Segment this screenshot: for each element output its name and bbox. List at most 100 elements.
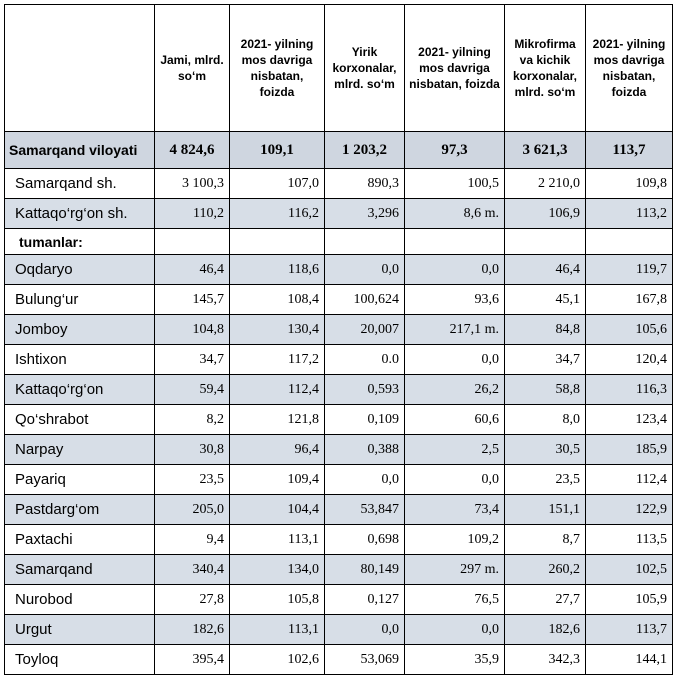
table-cell: 395,4 [154, 644, 230, 675]
row-label: Pastdarg‘om [4, 494, 155, 525]
table-cell: 1 203,2 [324, 131, 405, 169]
table-cell: 118,6 [229, 254, 325, 285]
table-cell: 0,0 [324, 254, 405, 285]
row-label: Jomboy [4, 314, 155, 345]
table-cell: 167,8 [585, 284, 673, 315]
row-label: Ishtixon [4, 344, 155, 375]
header-cell: 2021- yilning mos davriga nisbatan, foiz… [585, 4, 673, 132]
table-cell: 73,4 [404, 494, 505, 525]
table-cell: 0,0 [324, 464, 405, 495]
district-rows: Oqdaryo 46,4 118,6 0,0 0,0 46,4 119,7 Bulung‘ur… [4, 254, 673, 675]
table-row: Qo‘shrabot 8,2 121,8 0,109 60,6 8,0 123,4 [4, 404, 673, 435]
table-row: Bulung‘ur 145,7 108,4 100,624 93,6 45,1 167,8 [4, 284, 673, 315]
row-label: Qo‘shrabot [4, 404, 155, 435]
table-cell: 34,7 [504, 344, 586, 375]
table-cell: 0,0 [404, 254, 505, 285]
table-cell: 0,0 [404, 464, 505, 495]
table-cell: 104,8 [154, 314, 230, 345]
table-cell: 109,8 [585, 168, 673, 199]
table-cell: 97,3 [404, 131, 505, 169]
table-cell: 130,4 [229, 314, 325, 345]
table-cell: 105,6 [585, 314, 673, 345]
table-cell: 297 m. [404, 554, 505, 585]
table-cell: 151,1 [504, 494, 586, 525]
table-cell: 34,7 [154, 344, 230, 375]
table-cell: 60,6 [404, 404, 505, 435]
table-cell: 890,3 [324, 168, 405, 199]
table-cell: 2,5 [404, 434, 505, 465]
table-cell: 100,624 [324, 284, 405, 315]
row-label: Samarqand [4, 554, 155, 585]
table-cell: 113,1 [229, 614, 325, 645]
table-cell: 182,6 [504, 614, 586, 645]
header-cell: 2021- yilning mos davriga nisbatan, foiz… [229, 4, 325, 132]
table-row: Pastdarg‘om 205,0 104,4 53,847 73,4 151,1 122,… [4, 494, 673, 525]
table-cell: 53,069 [324, 644, 405, 675]
table-cell: 8,6 m. [404, 198, 505, 229]
table-cell: 23,5 [154, 464, 230, 495]
table-cell: 109,4 [229, 464, 325, 495]
table-cell: 80,149 [324, 554, 405, 585]
header-cell [4, 4, 155, 132]
header-cell: Yirik korxonalar, mlrd. so‘m [324, 4, 405, 132]
row-label: Urgut [4, 614, 155, 645]
table-row: Kattaqo‘rg‘on sh. 110,2 116,2 3,296 8,6 … [4, 198, 673, 229]
table-cell: 110,2 [154, 198, 230, 229]
table-cell: 0,593 [324, 374, 405, 405]
table-cell: 58,8 [504, 374, 586, 405]
table-cell: 84,8 [504, 314, 586, 345]
table-cell: 122,9 [585, 494, 673, 525]
row-label: Samarqand sh. [4, 168, 155, 199]
table-cell: 76,5 [404, 584, 505, 615]
table-cell: 112,4 [585, 464, 673, 495]
table-cell: 134,0 [229, 554, 325, 585]
table-cell: 113,7 [585, 614, 673, 645]
table-row: Toyloq 395,4 102,6 53,069 35,9 342,3 144,1 [4, 644, 673, 675]
table-row: Paxtachi 9,4 113,1 0,698 109,2 8,7 113,5 [4, 524, 673, 555]
row-label: Oqdaryo [4, 254, 155, 285]
header-cell: Mikrofirma va kichik korxonalar, mlrd. s… [504, 4, 586, 132]
table-cell: 8,7 [504, 524, 586, 555]
table-cell: 30,5 [504, 434, 586, 465]
section-row: tumanlar: [4, 228, 673, 255]
table-cell: 113,7 [585, 131, 673, 169]
row-label: Nurobod [4, 584, 155, 615]
table-cell: 30,8 [154, 434, 230, 465]
row-label: Paxtachi [4, 524, 155, 555]
table-cell: 2 210,0 [504, 168, 586, 199]
table-cell: 102,5 [585, 554, 673, 585]
table-cell: 9,4 [154, 524, 230, 555]
header-cell: 2021- yilning mos davriga nisbatan, foiz… [404, 4, 505, 132]
table-cell: 182,6 [154, 614, 230, 645]
section-label: tumanlar: [4, 228, 155, 255]
table-cell: 23,5 [504, 464, 586, 495]
table-cell: 108,4 [229, 284, 325, 315]
table-cell: 205,0 [154, 494, 230, 525]
row-label: Payariq [4, 464, 155, 495]
table-cell: 113,1 [229, 524, 325, 555]
table-cell: 121,8 [229, 404, 325, 435]
row-label: Kattaqo‘rg‘on sh. [4, 198, 155, 229]
table-cell: 109,1 [229, 131, 325, 169]
table-cell: 0,127 [324, 584, 405, 615]
table-row: Kattaqo‘rg‘on 59,4 112,4 0,593 26,2 58,8 116,3 [4, 374, 673, 405]
table-cell: 8,0 [504, 404, 586, 435]
row-label: Samarqand viloyati [4, 131, 155, 169]
table-cell: 145,7 [154, 284, 230, 315]
table-cell: 0.0 [324, 344, 405, 375]
table-cell: 59,4 [154, 374, 230, 405]
table-cell: 217,1 m. [404, 314, 505, 345]
total-row: Samarqand viloyati 4 824,6 109,1 1 203,2… [4, 131, 673, 169]
row-label: Kattaqo‘rg‘on [4, 374, 155, 405]
table-cell: 112,4 [229, 374, 325, 405]
table-cell: 340,4 [154, 554, 230, 585]
table-cell: 4 824,6 [154, 131, 230, 169]
table-cell: 106,9 [504, 198, 586, 229]
table-cell: 0,0 [404, 614, 505, 645]
table-cell: 144,1 [585, 644, 673, 675]
statistics-table: Jami, mlrd. so‘m 2021- yilning mos davri… [4, 4, 673, 675]
table-cell: 113,2 [585, 198, 673, 229]
table-row: Samarqand 340,4 134,0 80,149 297 m. 260,2 102,… [4, 554, 673, 585]
table-cell: 0,109 [324, 404, 405, 435]
table-cell: 3 621,3 [504, 131, 586, 169]
